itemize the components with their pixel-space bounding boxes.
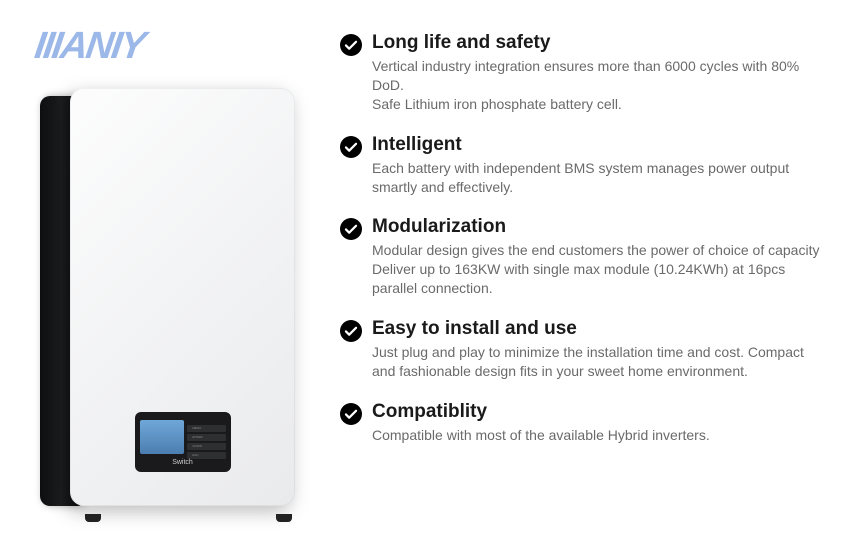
feature-body: Intelligent Each battery with independen…: [372, 134, 822, 197]
device-button: ENTER: [187, 434, 226, 441]
feature-desc: Just plug and play to minimize the insta…: [372, 343, 822, 381]
features-column: Long life and safety Vertical industry i…: [330, 0, 850, 548]
check-icon: [340, 136, 362, 158]
feature-body: Modularization Modular design gives the …: [372, 216, 822, 298]
feature-body: Long life and safety Vertical industry i…: [372, 32, 822, 114]
device-foot: [276, 514, 292, 522]
feature-body: Easy to install and use Just plug and pl…: [372, 318, 822, 381]
check-icon: [340, 403, 362, 425]
feature-title: Long life and safety: [372, 32, 822, 54]
brand-logo: IIIANIY: [32, 25, 323, 68]
device-feet: [85, 514, 292, 524]
feature-desc: Modular design gives the end customers t…: [372, 241, 822, 298]
left-column: IIIANIY MENU ENTER DOWN ESC Switch: [0, 0, 330, 548]
feature-item: Easy to install and use Just plug and pl…: [340, 318, 822, 381]
product-image: MENU ENTER DOWN ESC Switch: [40, 88, 300, 518]
device-control-panel: MENU ENTER DOWN ESC Switch: [135, 412, 231, 472]
check-icon: [340, 34, 362, 56]
feature-item: Intelligent Each battery with independen…: [340, 134, 822, 197]
feature-item: Modularization Modular design gives the …: [340, 216, 822, 298]
device-foot: [85, 514, 101, 522]
feature-body: Compatiblity Compatible with most of the…: [372, 401, 822, 445]
device-buttons: MENU ENTER DOWN ESC: [187, 425, 226, 459]
feature-title: Easy to install and use: [372, 318, 822, 340]
feature-desc: Compatible with most of the available Hy…: [372, 426, 822, 445]
feature-title: Compatiblity: [372, 401, 822, 423]
feature-item: Long life and safety Vertical industry i…: [340, 32, 822, 114]
check-icon: [340, 320, 362, 342]
feature-title: Modularization: [372, 216, 822, 238]
feature-desc: Each battery with independent BMS system…: [372, 159, 822, 197]
feature-title: Intelligent: [372, 134, 822, 156]
feature-item: Compatiblity Compatible with most of the…: [340, 401, 822, 445]
device-button: DOWN: [187, 443, 226, 450]
device-switch-label: Switch: [172, 459, 193, 466]
device-chassis-front: MENU ENTER DOWN ESC Switch: [70, 88, 295, 506]
check-icon: [340, 218, 362, 240]
device-button: ESC: [187, 452, 226, 459]
feature-desc: Vertical industry integration ensures mo…: [372, 57, 822, 114]
device-lcd-screen: [140, 420, 184, 454]
device-button: MENU: [187, 425, 226, 432]
